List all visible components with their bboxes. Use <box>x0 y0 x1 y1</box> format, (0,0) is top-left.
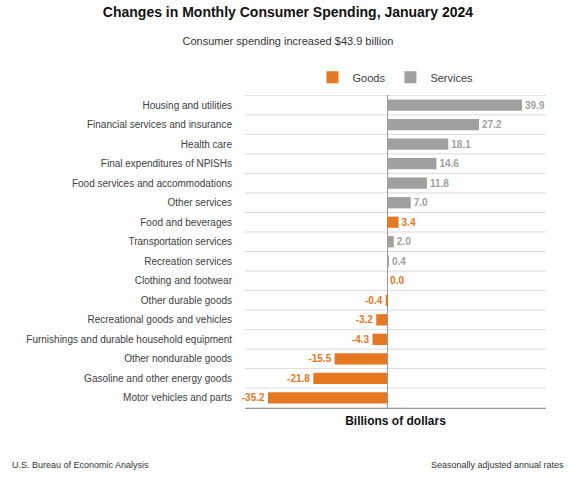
svg-text:Gasoline and other energy good: Gasoline and other energy goods <box>84 373 232 384</box>
svg-text:Services: Services <box>430 72 473 84</box>
svg-text:Recreation services: Recreation services <box>144 256 232 267</box>
svg-text:-3.2: -3.2 <box>356 314 374 325</box>
svg-text:Food services and accommodatio: Food services and accommodations <box>72 178 232 189</box>
svg-text:Other durable goods: Other durable goods <box>141 295 232 306</box>
svg-text:11.8: 11.8 <box>430 178 449 189</box>
svg-text:Seasonally adjusted annual rat: Seasonally adjusted annual rates <box>431 460 564 470</box>
svg-text:-35.2: -35.2 <box>242 392 265 403</box>
svg-text:0.4: 0.4 <box>392 256 406 267</box>
svg-text:2.0: 2.0 <box>397 236 411 247</box>
svg-text:7.0: 7.0 <box>414 197 428 208</box>
svg-text:0.0: 0.0 <box>390 275 404 286</box>
svg-text:-4.3: -4.3 <box>352 334 370 345</box>
svg-text:Housing and utilities: Housing and utilities <box>143 100 233 111</box>
svg-text:Furnishings and durable househ: Furnishings and durable household equipm… <box>26 334 232 345</box>
svg-text:Transportation services: Transportation services <box>128 236 232 247</box>
svg-text:14.6: 14.6 <box>439 158 459 169</box>
svg-text:Changes in Monthly Consumer Sp: Changes in Monthly Consumer Spending, Ja… <box>103 4 474 20</box>
svg-text:-21.8: -21.8 <box>287 373 310 384</box>
svg-text:Recreational goods and vehicle: Recreational goods and vehicles <box>87 314 232 325</box>
svg-text:Clothing and footwear: Clothing and footwear <box>135 275 233 286</box>
svg-text:Food and beverages: Food and beverages <box>140 217 232 228</box>
svg-text:Goods: Goods <box>353 72 386 84</box>
svg-text:Financial services and insuran: Financial services and insurance <box>87 119 233 130</box>
svg-text:-15.5: -15.5 <box>308 353 331 364</box>
svg-text:Billions of dollars: Billions of dollars <box>345 414 446 428</box>
svg-text:Motor vehicles and parts: Motor vehicles and parts <box>123 392 232 403</box>
svg-text:39.9: 39.9 <box>525 100 545 111</box>
svg-text:Other nondurable goods: Other nondurable goods <box>124 353 232 364</box>
svg-text:Health care: Health care <box>181 139 233 150</box>
svg-text:3.4: 3.4 <box>402 217 416 228</box>
svg-text:Final expenditures of NPISHs: Final expenditures of NPISHs <box>101 158 232 169</box>
svg-text:27.2: 27.2 <box>482 119 502 130</box>
svg-text:Other services: Other services <box>168 197 232 208</box>
svg-text:Consumer spending increased $4: Consumer spending increased $43.9 billio… <box>183 35 394 47</box>
svg-text:U.S. Bureau of Economic Analys: U.S. Bureau of Economic Analysis <box>12 460 149 470</box>
svg-text:-0.4: -0.4 <box>365 295 383 306</box>
svg-text:18.1: 18.1 <box>451 139 471 150</box>
